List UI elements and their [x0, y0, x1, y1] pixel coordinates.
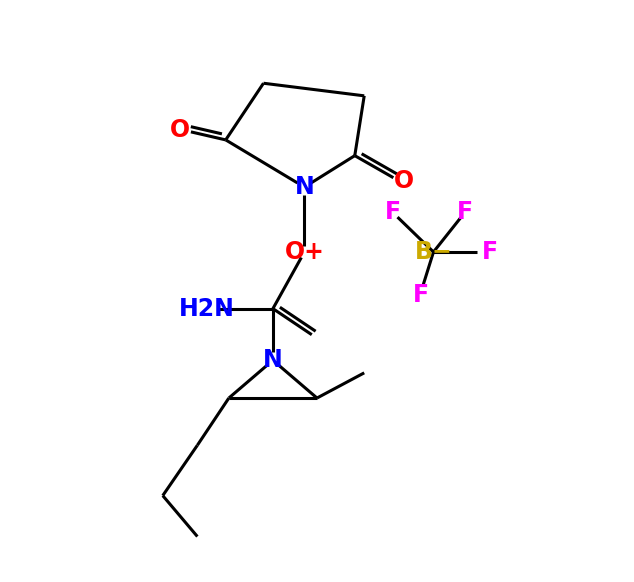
Text: F: F: [413, 283, 429, 307]
Text: F: F: [457, 200, 473, 224]
Text: N: N: [263, 348, 283, 372]
Text: O+: O+: [285, 240, 325, 264]
Text: O: O: [170, 119, 190, 143]
Text: F: F: [384, 200, 401, 224]
Text: O: O: [394, 169, 414, 193]
Text: F: F: [482, 240, 498, 264]
Text: B−: B−: [415, 240, 452, 264]
Text: N: N: [295, 175, 314, 199]
Text: H2N: H2N: [179, 297, 235, 321]
